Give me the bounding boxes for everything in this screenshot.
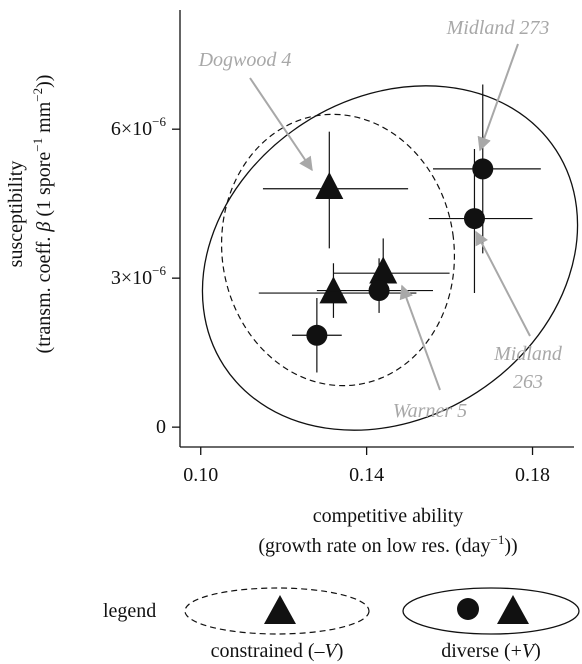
legend-circle-marker [457, 598, 479, 620]
y-tick-label: 6×10−6 [111, 114, 167, 141]
annotation-midland-263-line2: 263 [513, 371, 543, 393]
arrow-warner-5 [399, 284, 441, 391]
circle-point [472, 158, 494, 180]
legend-constrained-label: constrained (–V) [211, 640, 344, 662]
arrow-midland-273 [477, 43, 519, 152]
annotation-labels: Midland 273 Dogwood 4 Midland 263 Warner… [198, 17, 563, 422]
triangle-point [319, 276, 348, 304]
y-axis-title-line2: (transm. coeff. β (1 spore−1 mm−2)) [30, 75, 55, 354]
x-axis-title-line2: (growth rate on low res. (day−1)) [258, 532, 517, 557]
x-axis-title-line1: competitive ability [313, 505, 464, 527]
arrow-dogwood-4 [249, 77, 313, 172]
y-tick-labels: 0 3×10−6 6×10−6 [111, 114, 167, 438]
triangle-point [315, 172, 344, 200]
axes [179, 10, 574, 448]
y-axis-title-line1: susceptibility [5, 161, 27, 268]
y-tick-label: 3×10−6 [111, 263, 167, 290]
diverse-ellipse [201, 85, 579, 431]
circle-point [463, 208, 485, 230]
legend-constrained-ellipse [184, 587, 370, 635]
x-tick-labels: 0.10 0.14 0.18 [183, 464, 550, 486]
axis-ticks [172, 128, 534, 455]
circle-point [306, 324, 328, 346]
x-tick-label: 0.14 [349, 464, 384, 486]
legend-triangle-marker [264, 595, 296, 624]
annotation-midland-263-line1: Midland [493, 343, 563, 365]
annotation-warner-5: Warner 5 [393, 400, 467, 422]
y-tick-label: 0 [156, 416, 166, 438]
group-ellipses [201, 85, 579, 431]
legend-diverse-ellipse [402, 587, 580, 635]
triangle-point [369, 256, 398, 284]
legend-title: legend [103, 600, 156, 622]
y-axis-title: susceptibility (transm. coeff. β (1 spor… [5, 75, 55, 354]
constrained-ellipse [220, 113, 456, 387]
data-marks [258, 84, 541, 373]
x-tick-label: 0.18 [515, 464, 550, 486]
x-axis-title: competitive ability (growth rate on low … [258, 505, 517, 557]
annotation-dogwood-4: Dogwood 4 [198, 49, 292, 71]
x-tick-label: 0.10 [183, 464, 218, 486]
annotation-arrows [249, 43, 531, 391]
circle-point [368, 280, 390, 302]
arrow-midland-263 [475, 230, 531, 337]
legend-triangle-marker [497, 595, 529, 624]
legend-diverse-label: diverse (+V) [441, 640, 541, 662]
legend: legend constrained (–V) diverse (+V) [103, 587, 580, 662]
annotation-midland-273: Midland 273 [446, 17, 550, 39]
